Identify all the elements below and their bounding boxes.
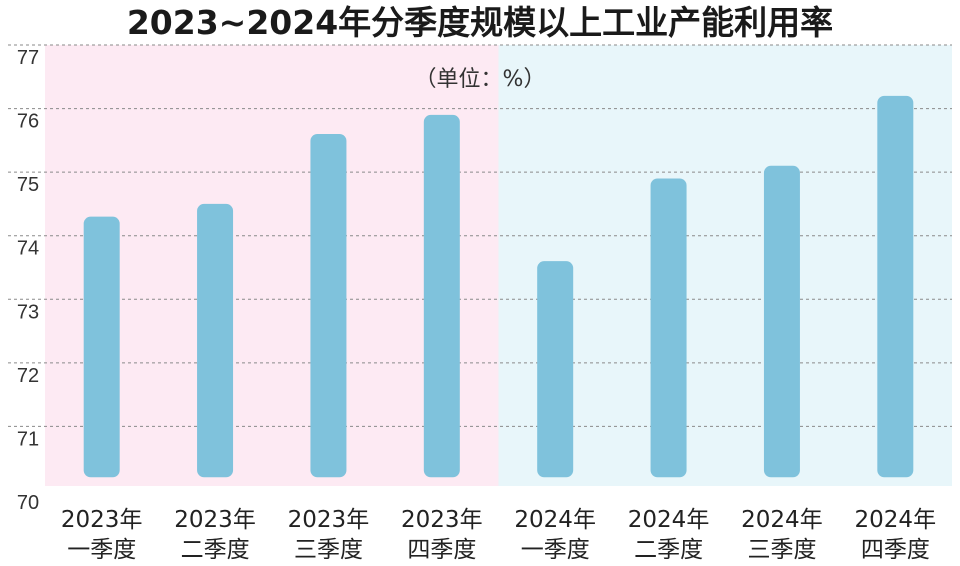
y-tick-label: 71: [17, 428, 39, 450]
y-tick-label: 77: [17, 47, 39, 69]
bar: [763, 165, 800, 478]
x-category-label: 2024年: [628, 507, 710, 533]
band-2023: [45, 45, 499, 486]
bar: [310, 134, 347, 478]
x-category-label: 四季度: [861, 537, 930, 563]
y-tick-label: 70: [17, 492, 39, 514]
x-category-label: 2024年: [741, 507, 823, 533]
bar: [83, 216, 120, 478]
y-tick-label: 75: [17, 174, 39, 196]
bar: [197, 203, 234, 478]
band-2024: [498, 45, 952, 486]
x-category-label: 2024年: [855, 507, 937, 533]
y-tick-label: 73: [17, 301, 39, 323]
x-category-label: 一季度: [521, 537, 590, 563]
year-background-bands: [45, 45, 952, 486]
bar: [423, 114, 460, 478]
bar: [877, 95, 914, 478]
x-category-label: 四季度: [407, 537, 476, 563]
x-category-label: 2024年: [514, 507, 596, 533]
y-tick-label: 72: [17, 365, 39, 387]
x-category-label: 三季度: [747, 537, 816, 563]
x-category-label: 2023年: [288, 507, 370, 533]
x-category-label: 2023年: [61, 507, 143, 533]
unit-label: （单位：%）: [415, 67, 546, 92]
x-category-label: 一季度: [67, 537, 136, 563]
y-tick-label: 76: [17, 111, 39, 133]
x-category-label: 二季度: [634, 537, 703, 563]
y-tick-label: 74: [17, 238, 39, 260]
x-category-label: 2023年: [174, 507, 256, 533]
x-category-label: 2023年: [401, 507, 483, 533]
chart-title: 2023~2024年分季度规模以上工业产能利用率: [127, 3, 833, 42]
bars: [83, 95, 914, 478]
bar: [537, 261, 574, 478]
x-category-label: 三季度: [294, 537, 363, 563]
y-axis-ticks: 70 71 72 73 74 75 76 77: [17, 47, 39, 514]
bar: [650, 178, 687, 478]
x-category-label: 二季度: [181, 537, 250, 563]
